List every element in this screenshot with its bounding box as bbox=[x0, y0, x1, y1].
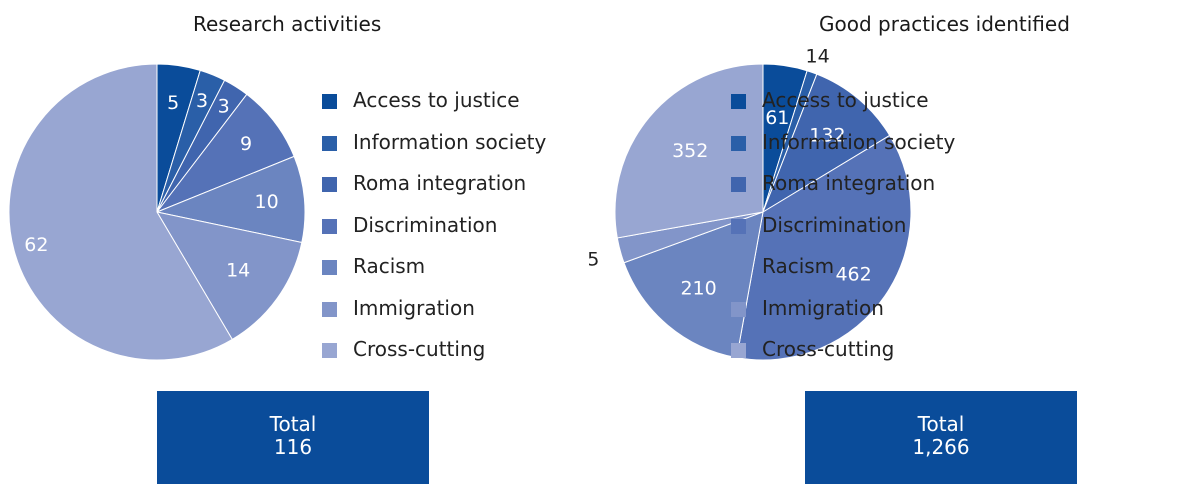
legend-label: Access to justice bbox=[762, 88, 929, 112]
legend-swatch bbox=[322, 260, 337, 275]
legend-item: Immigration bbox=[731, 296, 955, 338]
legend-swatch bbox=[731, 218, 746, 234]
slice-value-label: 5 bbox=[167, 92, 179, 114]
legend-swatch bbox=[322, 343, 337, 358]
legend-swatch bbox=[322, 301, 337, 317]
slice-value-label: 210 bbox=[680, 278, 716, 300]
good-practices-legend: Access to justice Information society Roma… bbox=[731, 88, 955, 379]
research-activities-total-box: Total 116 bbox=[157, 391, 429, 484]
legend-label: Racism bbox=[762, 254, 835, 278]
legend-item: Cross-cutting bbox=[322, 337, 546, 379]
total-label: Total bbox=[269, 412, 317, 436]
legend-swatch bbox=[322, 135, 337, 151]
total-value: 1,266 bbox=[912, 435, 970, 459]
legend-item: Racism bbox=[731, 254, 955, 296]
legend-item: Information society bbox=[322, 130, 546, 172]
chart-title: Research activities bbox=[193, 12, 382, 36]
slice-value-label: 10 bbox=[255, 191, 279, 213]
pie-slice-immigration bbox=[155, 211, 303, 341]
research-activities-legend: Access to justice Information society Roma… bbox=[322, 88, 546, 379]
legend-label: Discrimination bbox=[762, 212, 907, 237]
slice-value-label: 352 bbox=[672, 140, 708, 162]
legend-item: Discrimination bbox=[322, 213, 546, 255]
legend-swatch bbox=[731, 135, 746, 151]
slice-value-label: 14 bbox=[226, 259, 250, 281]
legend-swatch bbox=[322, 218, 337, 234]
legend-label: Racism bbox=[353, 254, 426, 278]
legend-label: Roma integration bbox=[762, 171, 936, 195]
legend-label: Immigration bbox=[762, 295, 884, 320]
slice-value-label: 62 bbox=[24, 234, 48, 256]
pie-slice-racism bbox=[623, 211, 764, 359]
total-label: Total bbox=[917, 412, 965, 436]
legend-label: Cross-cutting bbox=[353, 337, 486, 361]
legend-item: Access to justice bbox=[322, 88, 546, 130]
pie-slice-discrimination bbox=[736, 134, 912, 361]
slice-value-label: 61 bbox=[765, 107, 789, 129]
legend-item: Roma integration bbox=[731, 171, 955, 213]
slice-value-label: 9 bbox=[240, 133, 252, 155]
slice-value-label: 35 bbox=[589, 248, 599, 270]
chart-title: Good practices identified bbox=[819, 12, 1070, 36]
slice-value-label: 3 bbox=[218, 95, 230, 117]
legend-label: Discrimination bbox=[353, 212, 498, 237]
legend-label: Cross-cutting bbox=[762, 337, 895, 361]
legend-swatch bbox=[322, 177, 337, 192]
legend-label: Immigration bbox=[353, 295, 475, 320]
pie-slice-racism bbox=[155, 155, 306, 244]
legend-swatch bbox=[731, 343, 746, 358]
pie-slice-cross-cutting bbox=[8, 63, 233, 361]
good-practices-panel: Good practices identified 61 14 132 462 210 3… bbox=[589, 0, 1179, 489]
legend-label: Roma integration bbox=[353, 171, 527, 195]
legend-swatch bbox=[731, 301, 746, 317]
pie-slice-roma-integration bbox=[761, 73, 891, 214]
slice-value-label: 462 bbox=[835, 263, 871, 285]
pie-slice-cross-cutting bbox=[614, 63, 764, 239]
slice-value-label: 14 bbox=[806, 45, 830, 67]
research-activities-panel: Research activities 5 3 3 9 10 14 62 Access to… bbox=[8, 12, 546, 484]
legend-item: Racism bbox=[322, 254, 546, 296]
legend-swatch bbox=[322, 94, 337, 109]
good-practices-total-box: Total 1,266 bbox=[805, 391, 1077, 484]
legend-item: Cross-cutting bbox=[731, 337, 955, 379]
legend-swatch bbox=[731, 177, 746, 192]
legend-item: Immigration bbox=[322, 296, 546, 338]
legend-swatch bbox=[731, 94, 746, 109]
total-value: 116 bbox=[273, 435, 313, 459]
legend-label: Information society bbox=[353, 129, 547, 154]
legend-swatch bbox=[731, 260, 746, 275]
legend-label: Information society bbox=[762, 129, 956, 154]
slice-value-label: 3 bbox=[196, 90, 208, 112]
legend-item: Discrimination bbox=[731, 213, 955, 255]
legend-label: Access to justice bbox=[353, 88, 520, 112]
good-practices-pie: 61 14 132 462 210 35 352 bbox=[589, 45, 912, 361]
legend-item: Roma integration bbox=[322, 171, 546, 213]
legend-item: Access to justice bbox=[731, 88, 955, 130]
slice-value-label: 132 bbox=[809, 125, 845, 147]
legend-item: Information society bbox=[731, 130, 955, 172]
